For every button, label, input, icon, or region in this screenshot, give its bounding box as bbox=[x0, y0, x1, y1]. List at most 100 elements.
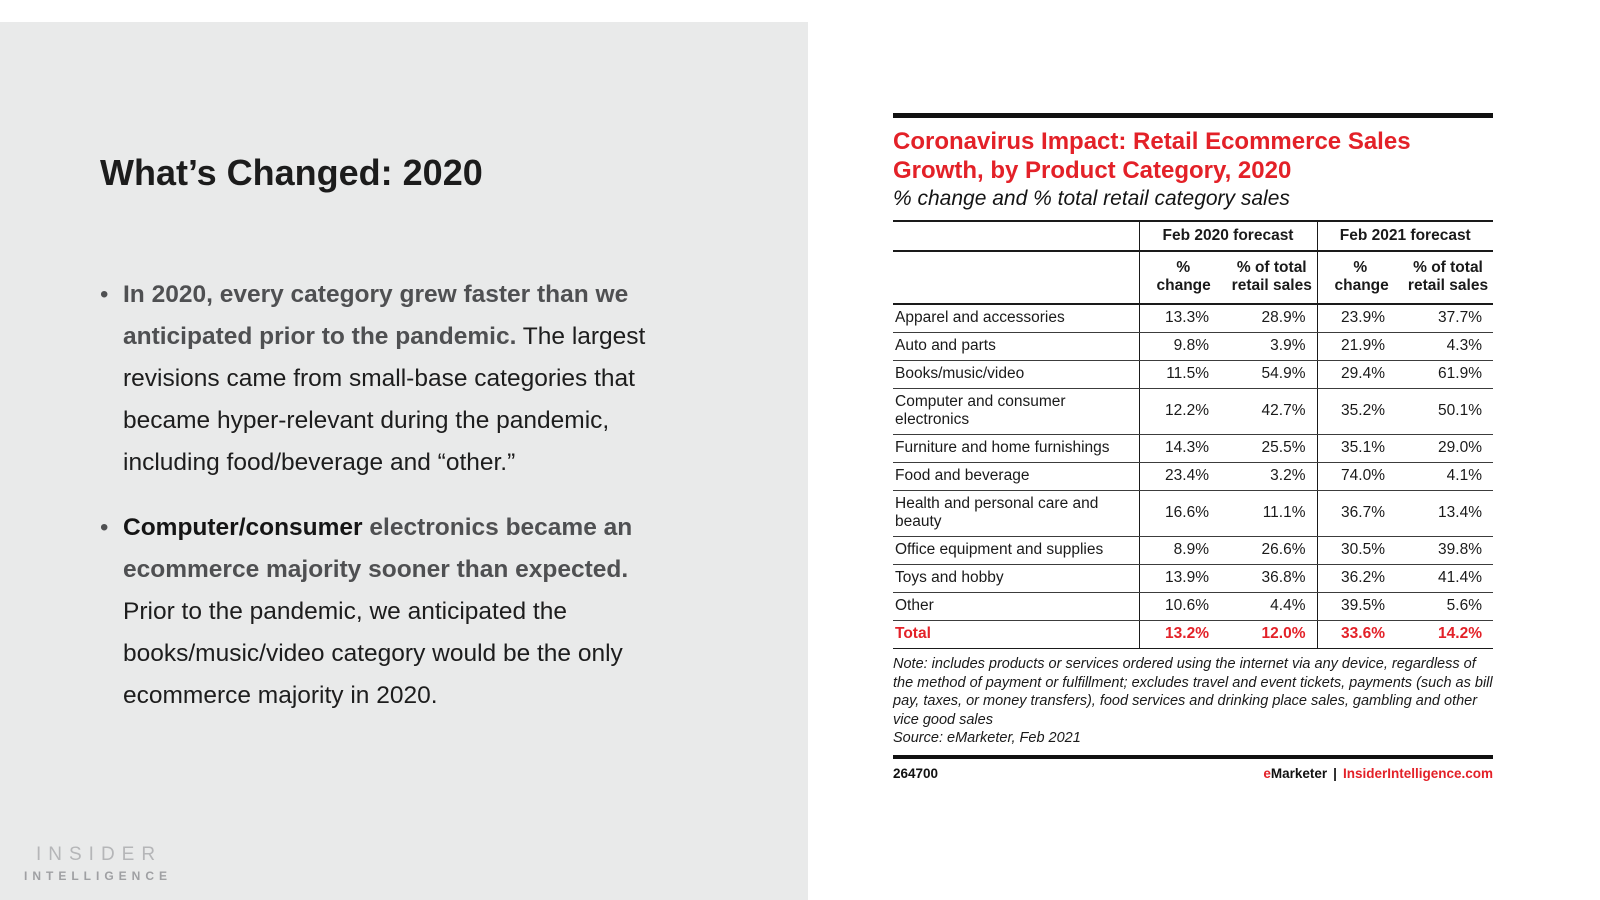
bullet-2-bold-black-text: Computer/consumer bbox=[123, 514, 363, 541]
value-cell: 8.9% bbox=[1138, 536, 1227, 565]
chart-source: Source: eMarketer, Feb 2021 bbox=[893, 730, 1081, 746]
slide-title: What’s Changed: 2020 bbox=[100, 152, 483, 193]
value-cell: 11.1% bbox=[1227, 490, 1317, 537]
chart-subtitle: % change and % total retail category sal… bbox=[893, 187, 1290, 210]
value-cell: 3.9% bbox=[1227, 332, 1317, 361]
category-cell: Apparel and accessories bbox=[893, 304, 1139, 333]
value-cell: 39.5% bbox=[1316, 592, 1403, 621]
value-cell: 36.2% bbox=[1316, 564, 1403, 593]
value-cell: 5.6% bbox=[1403, 592, 1493, 621]
value-cell: 12.2% bbox=[1138, 388, 1227, 435]
table-row: Apparel and accessories 13.3% 28.9% 23.9% 37… bbox=[893, 304, 1493, 333]
value-cell: 25.5% bbox=[1227, 434, 1317, 463]
category-cell: Furniture and home furnishings bbox=[893, 434, 1139, 463]
value-cell: 9.8% bbox=[1138, 332, 1227, 361]
insider-intelligence-logo: INSIDER INTELLIGENCE bbox=[24, 844, 172, 883]
table-row: Other 10.6% 4.4% 39.5% 5.6% bbox=[893, 592, 1493, 621]
logo-intelligence-text: INTELLIGENCE bbox=[24, 869, 173, 883]
category-cell: Total bbox=[893, 620, 1139, 649]
table-row: Furniture and home furnishings 14.3% 25.5%… bbox=[893, 434, 1493, 463]
category-cell: Computer and consumer electronics bbox=[893, 388, 1139, 435]
chart-title: Coronavirus Impact: Retail Ecommerce Sal… bbox=[893, 128, 1411, 184]
chart-footer: 264700 eMarketer | InsiderIntelligence.com bbox=[893, 766, 1493, 781]
value-cell: 39.8% bbox=[1403, 536, 1493, 565]
footer-brand: eMarketer | InsiderIntelligence.com bbox=[1263, 766, 1493, 781]
bullet-1-regular-text: The largest revisions came from small-ba… bbox=[123, 323, 646, 476]
chart-panel: Coronavirus Impact: Retail Ecommerce Sal… bbox=[893, 113, 1493, 781]
value-cell: 4.3% bbox=[1403, 332, 1493, 361]
value-cell: 10.6% bbox=[1138, 592, 1227, 621]
value-cell: 41.4% bbox=[1403, 564, 1493, 593]
chart-top-rule bbox=[893, 113, 1493, 118]
value-cell: 26.6% bbox=[1227, 536, 1317, 565]
value-cell: 13.4% bbox=[1403, 490, 1493, 537]
category-cell: Food and beverage bbox=[893, 462, 1139, 491]
value-cell: 74.0% bbox=[1316, 462, 1403, 491]
subcolumn-header-pct-total-2021: % of total retail sales bbox=[1403, 251, 1493, 305]
value-cell: 35.2% bbox=[1316, 388, 1403, 435]
value-cell: 4.1% bbox=[1403, 462, 1493, 491]
value-cell: 30.5% bbox=[1316, 536, 1403, 565]
chart-id: 264700 bbox=[893, 765, 939, 781]
table-row: Health and personal care and beauty 16.6%… bbox=[893, 490, 1493, 537]
value-cell: 21.9% bbox=[1316, 332, 1403, 361]
category-cell: Health and personal care and beauty bbox=[893, 490, 1139, 537]
value-cell: 50.1% bbox=[1403, 388, 1493, 435]
value-cell: 14.3% bbox=[1138, 434, 1227, 463]
data-table: Feb 2020 forecast Feb 2021 forecast % ch… bbox=[893, 220, 1493, 649]
category-cell: Office equipment and supplies bbox=[893, 536, 1139, 565]
brand-e: e bbox=[1263, 765, 1271, 781]
table-row: Food and beverage 23.4% 3.2% 74.0% 4.1% bbox=[893, 462, 1493, 491]
category-cell: Other bbox=[893, 592, 1139, 621]
value-cell: 42.7% bbox=[1227, 388, 1317, 435]
column-group-row: Feb 2020 forecast Feb 2021 forecast bbox=[893, 221, 1493, 252]
value-cell: 23.4% bbox=[1138, 462, 1227, 491]
value-cell: 23.9% bbox=[1316, 304, 1403, 333]
table-row: Toys and hobby 13.9% 36.8% 36.2% 41.4% bbox=[893, 564, 1493, 593]
value-cell: 36.8% bbox=[1227, 564, 1317, 593]
chart-note: Note: includes products or services orde… bbox=[893, 656, 1493, 728]
category-cell: Toys and hobby bbox=[893, 564, 1139, 593]
footer-site-link[interactable]: InsiderIntelligence.com bbox=[1342, 765, 1493, 781]
value-cell: 28.9% bbox=[1227, 304, 1317, 333]
bullet-list: In 2020, every category grew faster than… bbox=[98, 274, 660, 740]
footer-divider bbox=[893, 754, 1493, 759]
value-cell: 13.2% bbox=[1138, 620, 1227, 649]
value-cell: 29.4% bbox=[1316, 360, 1403, 389]
table-row: Auto and parts 9.8% 3.9% 21.9% 4.3% bbox=[893, 332, 1493, 361]
value-cell: 4.4% bbox=[1227, 592, 1317, 621]
value-cell: 35.1% bbox=[1316, 434, 1403, 463]
value-cell: 12.0% bbox=[1227, 620, 1317, 649]
value-cell: 13.9% bbox=[1138, 564, 1227, 593]
subcolumn-header-row: % change % of total retail sales % chang… bbox=[893, 251, 1493, 305]
value-cell: 16.6% bbox=[1138, 490, 1227, 537]
table-row: Books/music/video 11.5% 54.9% 29.4% 61.9% bbox=[893, 360, 1493, 389]
column-group-feb-2021: Feb 2021 forecast bbox=[1316, 221, 1493, 252]
footer-separator: | bbox=[1333, 765, 1337, 781]
brand-marketer: Marketer bbox=[1270, 765, 1328, 781]
value-cell: 61.9% bbox=[1403, 360, 1493, 389]
value-cell: 37.7% bbox=[1403, 304, 1493, 333]
value-cell: 36.7% bbox=[1316, 490, 1403, 537]
value-cell: 11.5% bbox=[1138, 360, 1227, 389]
logo-insider-text: INSIDER bbox=[36, 844, 163, 865]
bullet-1-bold-text: In 2020, every category grew faster than… bbox=[123, 281, 629, 350]
bullet-2-bold-gray-text: electronics became an ecommerce majority… bbox=[123, 514, 633, 583]
bullet-item-2: Computer/consumer electronics became an … bbox=[98, 507, 660, 717]
value-cell: 14.2% bbox=[1403, 620, 1493, 649]
category-cell: Books/music/video bbox=[893, 360, 1139, 389]
value-cell: 54.9% bbox=[1227, 360, 1317, 389]
left-panel: What’s Changed: 2020 In 2020, every cate… bbox=[0, 22, 808, 900]
value-cell: 3.2% bbox=[1227, 462, 1317, 491]
empty-header-cell bbox=[893, 221, 1139, 252]
subcolumn-header-pct-change-2021: % change bbox=[1316, 251, 1403, 305]
bullet-2-regular-text: Prior to the pandemic, we anticipated th… bbox=[123, 598, 623, 709]
empty-header-cell bbox=[893, 251, 1139, 305]
value-cell: 33.6% bbox=[1316, 620, 1403, 649]
value-cell: 29.0% bbox=[1403, 434, 1493, 463]
subcolumn-header-pct-total-2020: % of total retail sales bbox=[1227, 251, 1317, 305]
column-group-feb-2020: Feb 2020 forecast bbox=[1138, 221, 1317, 252]
table-row: Computer and consumer electronics 12.2% 42… bbox=[893, 388, 1493, 435]
category-cell: Auto and parts bbox=[893, 332, 1139, 361]
